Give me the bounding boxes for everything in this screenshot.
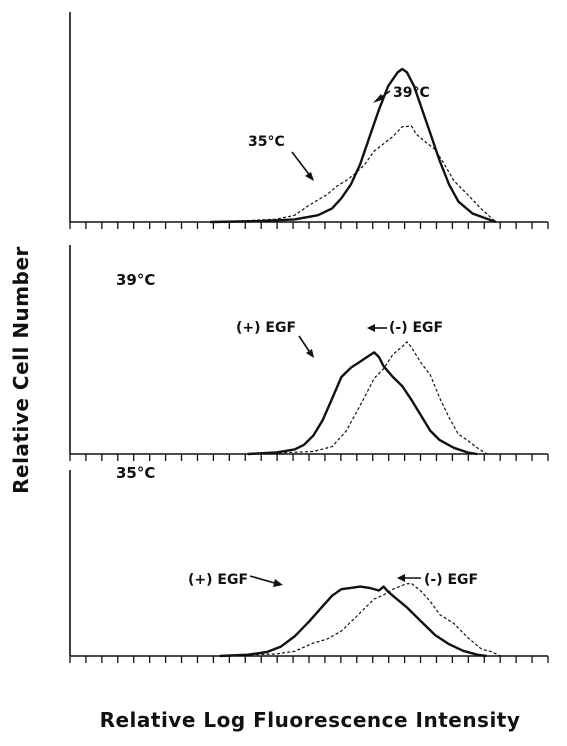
x-axis-title: Relative Log Fluorescence Intensity	[100, 708, 521, 732]
panel-middle: 39°C (+) EGF (-) EGF	[69, 245, 549, 461]
panel-middle-label: 39°C	[116, 271, 155, 289]
annotation-plus-egf-middle: (+) EGF	[236, 320, 296, 336]
panel-middle-axes	[69, 245, 549, 461]
annotation-minus-egf-bottom: (-) EGF	[424, 572, 478, 588]
annotation-plus-egf-bottom: (+) EGF	[188, 572, 248, 588]
annotation-39c-top: 39°C	[393, 85, 430, 101]
arrow-39c-top	[373, 90, 391, 103]
arrow-minus-egf-middle	[367, 324, 387, 332]
panel-bottom-series	[219, 582, 501, 658]
y-axis-title: Relative Cell Number	[9, 246, 33, 494]
arrow-plus-egf-middle	[298, 335, 314, 358]
arrow-35c-top	[291, 151, 314, 181]
series-line-egf-solid	[219, 585, 487, 658]
panel-top: 39°C 35°C	[69, 12, 549, 229]
panel-bottom: 35°C (+) EGF (-) EGF	[69, 464, 549, 663]
panel-middle-series	[247, 341, 492, 456]
series-line-egf-dashed	[219, 582, 501, 657]
series-line-egf-dashed	[247, 341, 492, 455]
arrow-plus-egf-bottom	[249, 575, 283, 587]
panel-bottom-axes	[69, 470, 549, 663]
series-line-35-c-dashed	[210, 125, 497, 223]
panel-bottom-label: 35°C	[116, 464, 155, 482]
panel-top-series	[210, 67, 497, 224]
annotation-35c-top: 35°C	[248, 134, 285, 150]
arrow-minus-egf-bottom	[397, 574, 421, 582]
series-line-egf-solid	[247, 351, 478, 456]
series-line-39-c-solid	[210, 67, 497, 224]
panel-top-axes	[69, 12, 549, 229]
annotation-minus-egf-middle: (-) EGF	[389, 320, 443, 336]
